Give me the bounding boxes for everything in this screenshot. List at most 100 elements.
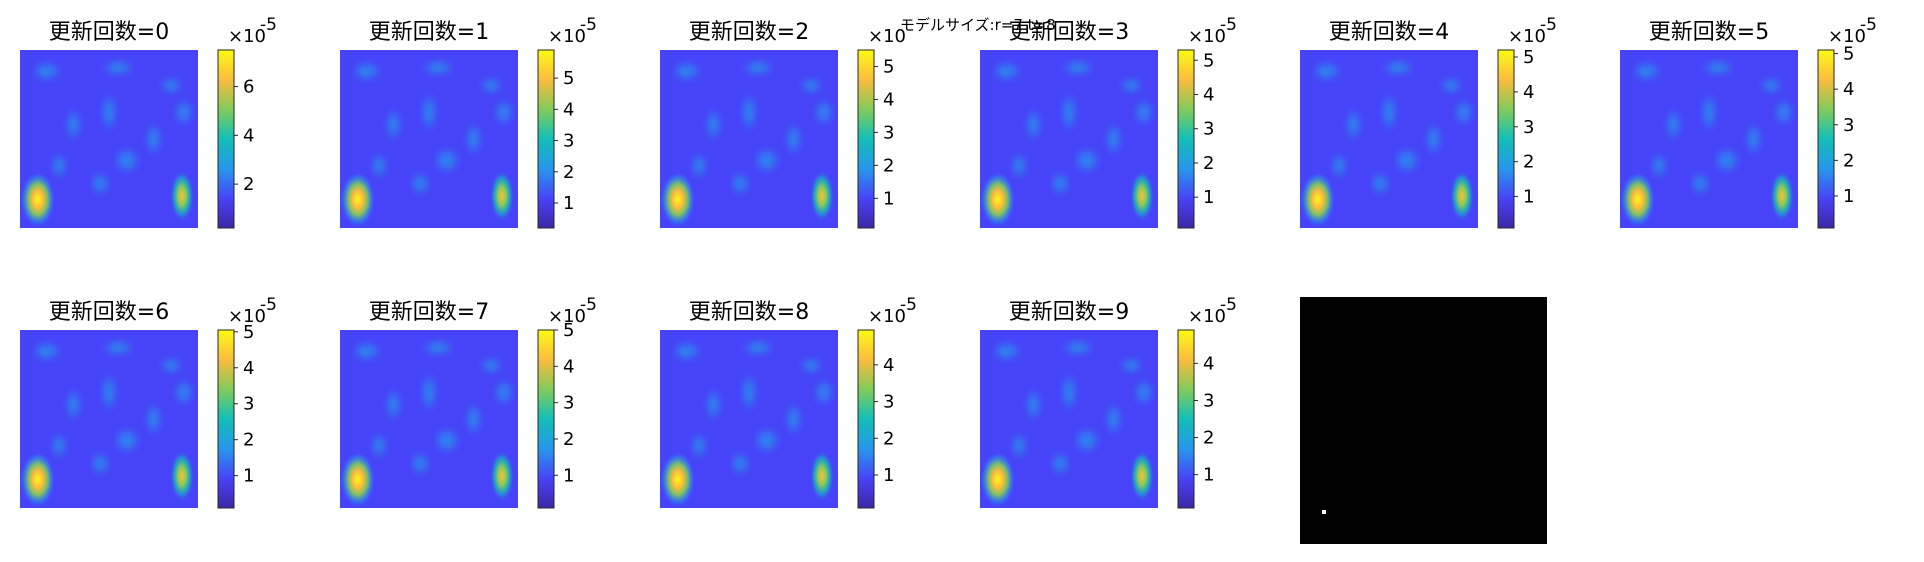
heatmap-image xyxy=(980,50,1158,228)
colorbar-tick-label: 3 xyxy=(1203,119,1214,140)
colorbar-tick-label: 2 xyxy=(563,429,574,450)
colorbar-tick-label: 1 xyxy=(243,466,254,487)
colorbar xyxy=(1177,329,1195,509)
colorbar-tick-label: 5 xyxy=(1523,47,1534,68)
colorbar-tick-label: 1 xyxy=(1203,465,1214,486)
subplot: 更新回数=4 xyxy=(1329,20,1449,45)
colorbar-tick-label: 5 xyxy=(883,56,894,77)
colorbar-exponent: -5 xyxy=(1540,15,1557,35)
colorbar-multiplier: ×10 xyxy=(548,26,586,47)
subplot: 更新回数=0 xyxy=(49,20,169,45)
colorbar-tick-label: 6 xyxy=(243,77,254,98)
colorbar-tick-label: 3 xyxy=(563,131,574,152)
colorbar-multiplier: ×10 xyxy=(1188,306,1226,327)
colorbar-tick-label: 4 xyxy=(1843,79,1854,100)
colorbar-tick-label: 5 xyxy=(563,320,574,341)
colorbar-tick-label: 1 xyxy=(563,465,574,486)
subplot-title: 更新回数=0 xyxy=(49,20,169,45)
colorbar-multiplier: ×10 xyxy=(868,306,906,327)
colorbar-multiplier: ×10 xyxy=(868,26,906,47)
subplot: 更新回数=2 xyxy=(689,20,809,45)
colorbar-tick-label: 3 xyxy=(563,393,574,414)
colorbar-tick-label: 4 xyxy=(1203,353,1214,374)
heatmap-image xyxy=(340,330,518,508)
colorbar-exponent: -5 xyxy=(580,15,597,35)
colorbar-tick-label: 1 xyxy=(563,193,574,214)
subplot-title: 更新回数=4 xyxy=(1329,20,1449,45)
colorbar-tick-label: 1 xyxy=(1843,186,1854,207)
colorbar-exponent: -5 xyxy=(580,295,597,315)
heatmap-image xyxy=(660,330,838,508)
colorbar-tick-label: 4 xyxy=(883,355,894,376)
subplot: 更新回数=1 xyxy=(369,20,489,45)
colorbar-tick-label: 4 xyxy=(883,89,894,110)
colorbar-tick-label: 3 xyxy=(883,392,894,413)
colorbar-tick-label: 3 xyxy=(1843,115,1854,136)
subplot-title: 更新回数=6 xyxy=(49,300,169,325)
heatmap-image xyxy=(980,330,1158,508)
colorbar xyxy=(537,329,555,509)
colorbar-tick-label: 2 xyxy=(1523,152,1534,173)
colorbar-exponent: -5 xyxy=(900,295,917,315)
heatmap-image xyxy=(20,330,198,508)
mask-image xyxy=(1300,297,1547,544)
colorbar-tick-label: 4 xyxy=(243,358,254,379)
colorbar xyxy=(1817,49,1835,229)
colorbar-tick-label: 4 xyxy=(243,125,254,146)
colorbar-exponent: -5 xyxy=(1860,15,1877,35)
subplot-title: 更新回数=8 xyxy=(689,300,809,325)
colorbar-multiplier: ×10 xyxy=(1508,26,1546,47)
colorbar-tick-label: 2 xyxy=(1843,150,1854,171)
mask-point xyxy=(1322,510,1326,514)
colorbar xyxy=(857,49,875,229)
colorbar-exponent: -5 xyxy=(260,295,277,315)
colorbar xyxy=(537,49,555,229)
subplot-title: 更新回数=2 xyxy=(689,20,809,45)
colorbar-tick-label: 2 xyxy=(243,430,254,451)
colorbar-exponent: -5 xyxy=(260,15,277,35)
colorbar-exponent: -5 xyxy=(1220,15,1237,35)
subplot: 更新回数=3 xyxy=(1009,20,1129,45)
colorbar-multiplier: ×10 xyxy=(1188,26,1226,47)
colorbar-tick-label: 3 xyxy=(883,122,894,143)
colorbar-tick-label: 5 xyxy=(563,68,574,89)
colorbar-tick-label: 2 xyxy=(1203,428,1214,449)
colorbar-tick-label: 1 xyxy=(1523,187,1534,208)
colorbar xyxy=(857,329,875,509)
colorbar-tick-label: 5 xyxy=(243,322,254,343)
colorbar-tick-label: 5 xyxy=(1203,50,1214,71)
colorbar-tick-label: 2 xyxy=(563,162,574,183)
heatmap-image xyxy=(1620,50,1798,228)
figure-suptitle: モデルサイズ:r=7 t=8 xyxy=(900,16,1056,34)
colorbar xyxy=(217,49,235,229)
colorbar-multiplier: ×10 xyxy=(548,306,586,327)
colorbar-tick-label: 4 xyxy=(1523,82,1534,103)
subplot-title: 更新回数=7 xyxy=(369,300,489,325)
colorbar-tick-label: 3 xyxy=(1523,117,1534,138)
colorbar-tick-label: 3 xyxy=(243,394,254,415)
colorbar-tick-label: 2 xyxy=(243,174,254,195)
subplot-title: 更新回数=3 xyxy=(1009,20,1129,45)
colorbar-tick-label: 2 xyxy=(883,428,894,449)
colorbar-tick-label: 4 xyxy=(563,356,574,377)
colorbar-tick-label: 2 xyxy=(1203,153,1214,174)
colorbar-exponent: -5 xyxy=(1220,295,1237,315)
subplot-title: 更新回数=9 xyxy=(1009,300,1129,325)
subplot: 更新回数=7 xyxy=(369,300,489,325)
heatmap-image xyxy=(1300,50,1478,228)
colorbar-tick-label: 1 xyxy=(883,188,894,209)
subplot: 更新回数=8 xyxy=(689,300,809,325)
colorbar xyxy=(1497,49,1515,229)
subplot-title: 更新回数=1 xyxy=(369,20,489,45)
subplot: 更新回数=6 xyxy=(49,300,169,325)
colorbar-multiplier: ×10 xyxy=(228,306,266,327)
heatmap-image xyxy=(660,50,838,228)
subplot: 更新回数=9 xyxy=(1009,300,1129,325)
colorbar-tick-label: 1 xyxy=(1203,187,1214,208)
colorbar-multiplier: ×10 xyxy=(228,26,266,47)
colorbar-tick-label: 4 xyxy=(1203,85,1214,106)
colorbar-tick-label: 5 xyxy=(1843,44,1854,65)
colorbar-tick-label: 3 xyxy=(1203,390,1214,411)
heatmap-image xyxy=(340,50,518,228)
